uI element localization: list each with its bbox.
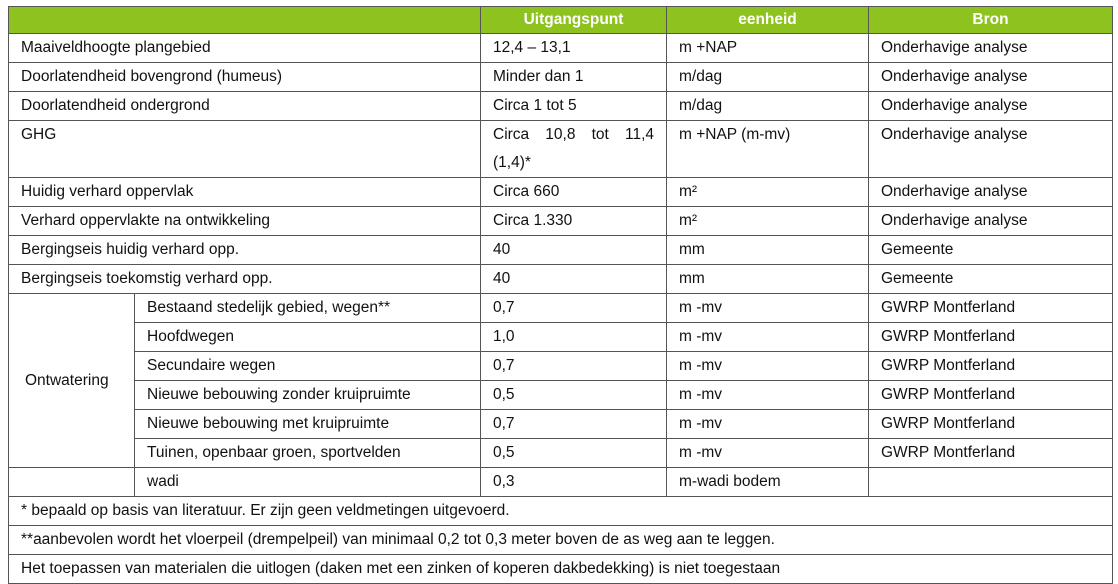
note-vloerpeil: **aanbevolen wordt het vloerpeil (drempe… bbox=[8, 525, 1113, 555]
row-source bbox=[868, 467, 1113, 497]
row-label: Maaiveldhoogte plangebied bbox=[8, 33, 481, 63]
ontwatering-row: Secundaire wegen 0,7 m -mv GWRP Montferl… bbox=[9, 351, 1113, 381]
row-unit: m -mv bbox=[666, 293, 869, 323]
row-unit: m -mv bbox=[666, 351, 869, 381]
header-label bbox=[8, 6, 481, 34]
row-label: Doorlatendheid ondergrond bbox=[8, 91, 481, 121]
row-source: Onderhavige analyse bbox=[868, 62, 1113, 92]
row-label: Hoofdwegen bbox=[134, 322, 481, 352]
row-source: GWRP Montferland bbox=[868, 380, 1113, 410]
row-source: GWRP Montferland bbox=[868, 293, 1113, 323]
row-label: Bestaand stedelijk gebied, wegen** bbox=[134, 293, 481, 323]
row-unit: m -mv bbox=[666, 380, 869, 410]
ontwatering-row: Hoofdwegen 1,0 m -mv GWRP Montferland bbox=[9, 322, 1113, 352]
row-label: wadi bbox=[134, 467, 481, 497]
row-value: 0,5 bbox=[480, 438, 667, 468]
row-source: Onderhavige analyse bbox=[868, 120, 1113, 178]
row-source: Onderhavige analyse bbox=[868, 177, 1113, 207]
row-unit: m/dag bbox=[666, 91, 869, 121]
row-label: Verhard oppervlakte na ontwikkeling bbox=[8, 206, 481, 236]
row-unit: m +NAP (m-mv) bbox=[666, 120, 869, 178]
data-table: Uitgangspunt eenheid Bron Maaiveldhoogte… bbox=[8, 6, 1113, 584]
row-label: Doorlatendheid bovengrond (humeus) bbox=[8, 62, 481, 92]
row-label: GHG bbox=[8, 120, 481, 178]
row-label: Nieuwe bebouwing met kruipruimte bbox=[134, 409, 481, 439]
header-row: Uitgangspunt eenheid Bron bbox=[8, 6, 1113, 34]
row-value: 40 bbox=[480, 264, 667, 294]
row-source: GWRP Montferland bbox=[868, 322, 1113, 352]
row-value: 0,3 bbox=[480, 467, 667, 497]
row-value: Circa 10,8 tot 11,4 (1,4)* bbox=[480, 120, 667, 178]
row-source: Onderhavige analyse bbox=[868, 91, 1113, 121]
row-unit: m² bbox=[666, 177, 869, 207]
row-value: 0,7 bbox=[480, 409, 667, 439]
row-source: Onderhavige analyse bbox=[868, 206, 1113, 236]
row-unit: mm bbox=[666, 264, 869, 294]
row-label: Secundaire wegen bbox=[134, 351, 481, 381]
row-value: 1,0 bbox=[480, 322, 667, 352]
row-label: Bergingseis toekomstig verhard opp. bbox=[8, 264, 481, 294]
row-unit: m +NAP bbox=[666, 33, 869, 63]
table-row: Maaiveldhoogte plangebied 12,4 – 13,1 m … bbox=[8, 33, 1113, 63]
row-source: GWRP Montferland bbox=[868, 351, 1113, 381]
row-value: Circa 660 bbox=[480, 177, 667, 207]
ontwatering-row: Ontwatering Bestaand stedelijk gebied, w… bbox=[8, 293, 1113, 468]
row-label: Huidig verhard oppervlak bbox=[8, 177, 481, 207]
row-value: 0,5 bbox=[480, 380, 667, 410]
header-bron: Bron bbox=[868, 6, 1113, 34]
row-source: GWRP Montferland bbox=[868, 409, 1113, 439]
header-uitgangspunt: Uitgangspunt bbox=[480, 6, 667, 34]
row-unit: m -mv bbox=[666, 438, 869, 468]
wadi-row: wadi 0,3 m-wadi bodem bbox=[8, 467, 1113, 497]
row-unit: m/dag bbox=[666, 62, 869, 92]
row-label: Tuinen, openbaar groen, sportvelden bbox=[134, 438, 481, 468]
row-unit: m-wadi bodem bbox=[666, 467, 869, 497]
row-value: 0,7 bbox=[480, 351, 667, 381]
ontwatering-label: Ontwatering bbox=[8, 293, 135, 468]
row-value: Circa 1 tot 5 bbox=[480, 91, 667, 121]
row-label: Bergingseis huidig verhard opp. bbox=[8, 235, 481, 265]
table-row: Huidig verhard oppervlak Circa 660 m² On… bbox=[8, 177, 1113, 207]
header-eenheid: eenheid bbox=[666, 6, 869, 34]
row-source: Gemeente bbox=[868, 264, 1113, 294]
note-literature: * bepaald op basis van literatuur. Er zi… bbox=[8, 496, 1113, 526]
row-value: 12,4 – 13,1 bbox=[480, 33, 667, 63]
row-value: Minder dan 1 bbox=[480, 62, 667, 92]
row-unit: m -mv bbox=[666, 322, 869, 352]
row-unit: m -mv bbox=[666, 409, 869, 439]
note-row: * bepaald op basis van literatuur. Er zi… bbox=[8, 496, 1113, 526]
table-row: Bergingseis toekomstig verhard opp. 40 m… bbox=[8, 264, 1113, 294]
ontwatering-row: Nieuwe bebouwing met kruipruimte 0,7 m -… bbox=[9, 409, 1113, 439]
note-materialen: Het toepassen van materialen die uitloge… bbox=[8, 554, 1113, 584]
table-row: Doorlatendheid ondergrond Circa 1 tot 5 … bbox=[8, 91, 1113, 121]
row-value: 40 bbox=[480, 235, 667, 265]
row-value: 0,7 bbox=[480, 293, 667, 323]
row-value: Circa 1.330 bbox=[480, 206, 667, 236]
row-label: Nieuwe bebouwing zonder kruipruimte bbox=[134, 380, 481, 410]
row-source: GWRP Montferland bbox=[868, 438, 1113, 468]
row-unit: mm bbox=[666, 235, 869, 265]
wadi-empty-cell bbox=[8, 467, 135, 497]
ontwatering-row: Tuinen, openbaar groen, sportvelden 0,5 … bbox=[9, 438, 1113, 468]
row-unit: m² bbox=[666, 206, 869, 236]
note-row: Het toepassen van materialen die uitloge… bbox=[8, 554, 1113, 584]
table-row: Verhard oppervlakte na ontwikkeling Circ… bbox=[8, 206, 1113, 236]
ontwatering-row: Nieuwe bebouwing zonder kruipruimte 0,5 … bbox=[9, 380, 1113, 410]
table-row: Bergingseis huidig verhard opp. 40 mm Ge… bbox=[8, 235, 1113, 265]
note-row: **aanbevolen wordt het vloerpeil (drempe… bbox=[8, 525, 1113, 555]
table-row: GHG Circa 10,8 tot 11,4 (1,4)* m +NAP (m… bbox=[8, 120, 1113, 178]
row-source: Onderhavige analyse bbox=[868, 33, 1113, 63]
row-source: Gemeente bbox=[868, 235, 1113, 265]
table-row: Doorlatendheid bovengrond (humeus) Minde… bbox=[8, 62, 1113, 92]
